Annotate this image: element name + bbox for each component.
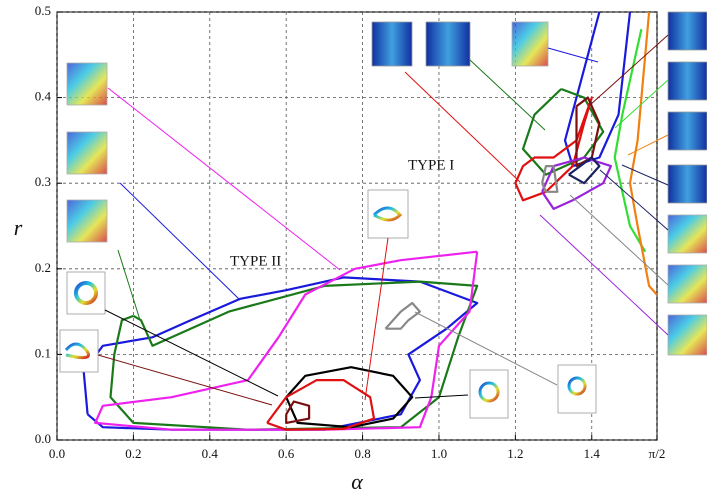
x-tick-label: 0.4 xyxy=(202,446,219,461)
x-tick-label: 0.0 xyxy=(49,446,65,461)
phase-boundary xyxy=(541,165,559,193)
arrows xyxy=(97,34,669,406)
annotation: TYPE II xyxy=(230,253,281,269)
x-tick-label: 0.8 xyxy=(354,446,370,461)
phase-boundary xyxy=(285,366,414,429)
phase-boundary xyxy=(514,96,593,202)
x-tick-label: π/2 xyxy=(649,446,666,461)
phase-boundary xyxy=(575,96,601,168)
phase-boundary xyxy=(285,400,311,424)
x-axis-label: α xyxy=(351,469,363,494)
y-tick-label: 0.0 xyxy=(35,431,51,446)
y-axis-label: r xyxy=(14,215,23,240)
x-tick-label: 0.6 xyxy=(278,446,295,461)
y-tick-label: 0.4 xyxy=(35,89,52,104)
x-tick-label: 1.4 xyxy=(584,446,601,461)
y-tick-label: 0.5 xyxy=(35,3,51,18)
annotation: TYPE I xyxy=(408,157,454,173)
phase-boundary xyxy=(628,11,658,296)
x-tick-label: 1.0 xyxy=(431,446,447,461)
y-tick-label: 0.2 xyxy=(35,260,51,275)
phase-boundary xyxy=(568,156,601,185)
thumbnails xyxy=(59,11,707,419)
x-tick-label: 0.2 xyxy=(125,446,141,461)
phase-boundary xyxy=(94,250,479,431)
phase-boundary xyxy=(109,280,479,431)
phase-boundary xyxy=(384,301,421,330)
phase-boundary xyxy=(613,28,647,253)
phase-boundary xyxy=(521,87,605,176)
x-tick-label: 1.2 xyxy=(507,446,523,461)
y-tick-label: 0.1 xyxy=(35,345,51,360)
y-tick-label: 0.3 xyxy=(35,174,51,189)
phase-boundary xyxy=(541,156,612,210)
phase-boundary xyxy=(266,379,376,431)
phase-boundary xyxy=(82,276,479,431)
